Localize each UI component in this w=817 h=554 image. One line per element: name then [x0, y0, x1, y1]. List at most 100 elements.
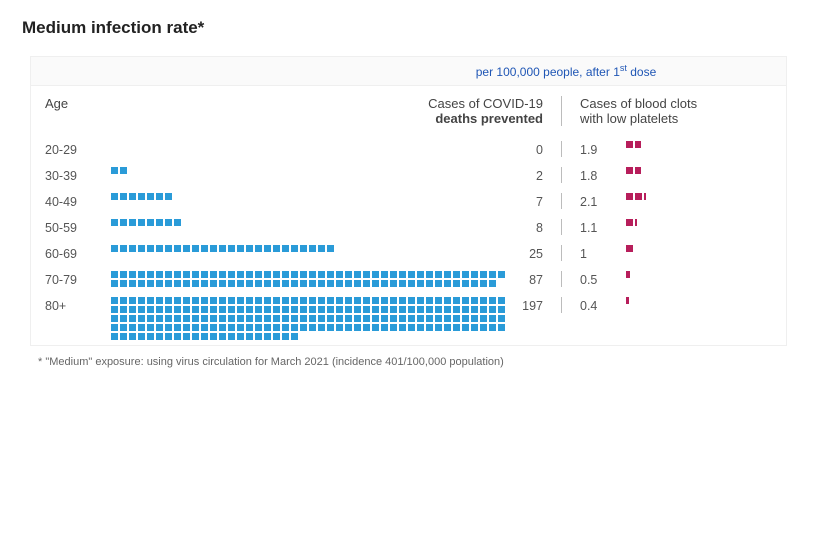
waffle-square — [111, 167, 118, 174]
age-label: 50-59 — [31, 219, 111, 235]
waffle-square — [111, 219, 118, 226]
waffle-square — [327, 315, 334, 322]
waffle-square — [147, 271, 154, 278]
waffle-square — [498, 306, 505, 313]
waffle-square — [138, 306, 145, 313]
waffle-square — [273, 333, 280, 340]
waffle-square — [363, 324, 370, 331]
waffle-square — [264, 245, 271, 252]
waffle-square — [210, 306, 217, 313]
blood-clots-value: 1 — [580, 245, 626, 261]
waffle-square — [156, 333, 163, 340]
waffle-square — [372, 297, 379, 304]
waffle-square — [282, 315, 289, 322]
blood-clots-cell: 0.4 — [561, 297, 771, 313]
deaths-prevented-waffle — [111, 271, 506, 287]
waffle-square — [345, 297, 352, 304]
waffle-square — [138, 271, 145, 278]
waffle-square — [246, 324, 253, 331]
waffle-square — [435, 315, 442, 322]
waffle-square — [183, 297, 190, 304]
waffle-square-partial — [626, 271, 630, 278]
waffle-square — [156, 297, 163, 304]
waffle-square — [291, 280, 298, 287]
waffle-square — [354, 315, 361, 322]
waffle-square — [219, 324, 226, 331]
waffle-square — [327, 306, 334, 313]
blood-clots-cell: 0.5 — [561, 271, 771, 287]
waffle-square — [327, 324, 334, 331]
waffle-square — [444, 297, 451, 304]
waffle-square — [156, 271, 163, 278]
waffle-square — [435, 324, 442, 331]
waffle-square — [129, 333, 136, 340]
waffle-square — [192, 280, 199, 287]
data-row: 50-5981.1 — [31, 214, 786, 240]
waffle-square — [327, 280, 334, 287]
waffle-square — [363, 297, 370, 304]
waffle-square — [147, 245, 154, 252]
waffle-square — [381, 271, 388, 278]
waffle-square — [138, 297, 145, 304]
waffle-square — [120, 245, 127, 252]
waffle-square — [336, 306, 343, 313]
waffle-square — [183, 280, 190, 287]
waffle-square — [156, 306, 163, 313]
blood-clots-cell: 1.9 — [561, 141, 771, 157]
waffle-square-partial — [644, 193, 646, 200]
waffle-square — [291, 315, 298, 322]
waffle-square — [489, 315, 496, 322]
waffle-square — [183, 245, 190, 252]
waffle-square — [291, 271, 298, 278]
waffle-square-partial — [626, 297, 629, 304]
age-label: 20-29 — [31, 141, 111, 157]
waffle-square — [129, 280, 136, 287]
waffle-square — [318, 245, 325, 252]
waffle-square — [309, 315, 316, 322]
waffle-square — [444, 271, 451, 278]
deaths-prevented-waffle — [111, 167, 506, 174]
waffle-square — [453, 306, 460, 313]
waffle-square — [183, 306, 190, 313]
waffle-square — [219, 245, 226, 252]
waffle-square — [147, 219, 154, 226]
waffle-square — [138, 324, 145, 331]
waffle-square — [174, 324, 181, 331]
waffle-square — [156, 193, 163, 200]
waffle-square — [471, 271, 478, 278]
deaths-prevented-cell: 25 — [111, 245, 561, 261]
waffle-square — [363, 306, 370, 313]
waffle-square — [390, 324, 397, 331]
waffle-square — [210, 245, 217, 252]
waffle-square — [120, 297, 127, 304]
waffle-square — [129, 271, 136, 278]
waffle-square — [318, 315, 325, 322]
waffle-square — [165, 306, 172, 313]
subheading-text: per 100,000 people, after 1st dose — [446, 63, 686, 79]
waffle-square — [435, 280, 442, 287]
chart-title: Medium infection rate* — [22, 18, 795, 38]
waffle-square — [219, 297, 226, 304]
waffle-square — [444, 315, 451, 322]
waffle-square — [219, 333, 226, 340]
waffle-square — [480, 324, 487, 331]
waffle-square — [363, 315, 370, 322]
waffle-square — [174, 306, 181, 313]
waffle-square — [201, 271, 208, 278]
waffle-square — [264, 297, 271, 304]
waffle-square — [165, 297, 172, 304]
waffle-square — [255, 297, 262, 304]
waffle-square — [237, 333, 244, 340]
waffle-square — [219, 280, 226, 287]
deaths-prevented-value: 87 — [506, 271, 555, 287]
waffle-square — [471, 280, 478, 287]
waffle-square — [327, 271, 334, 278]
waffle-square — [417, 271, 424, 278]
waffle-square — [228, 245, 235, 252]
waffle-square — [309, 324, 316, 331]
waffle-square — [192, 324, 199, 331]
blood-clots-value: 0.5 — [580, 271, 626, 287]
waffle-square — [201, 280, 208, 287]
waffle-square — [372, 315, 379, 322]
waffle-square — [381, 315, 388, 322]
